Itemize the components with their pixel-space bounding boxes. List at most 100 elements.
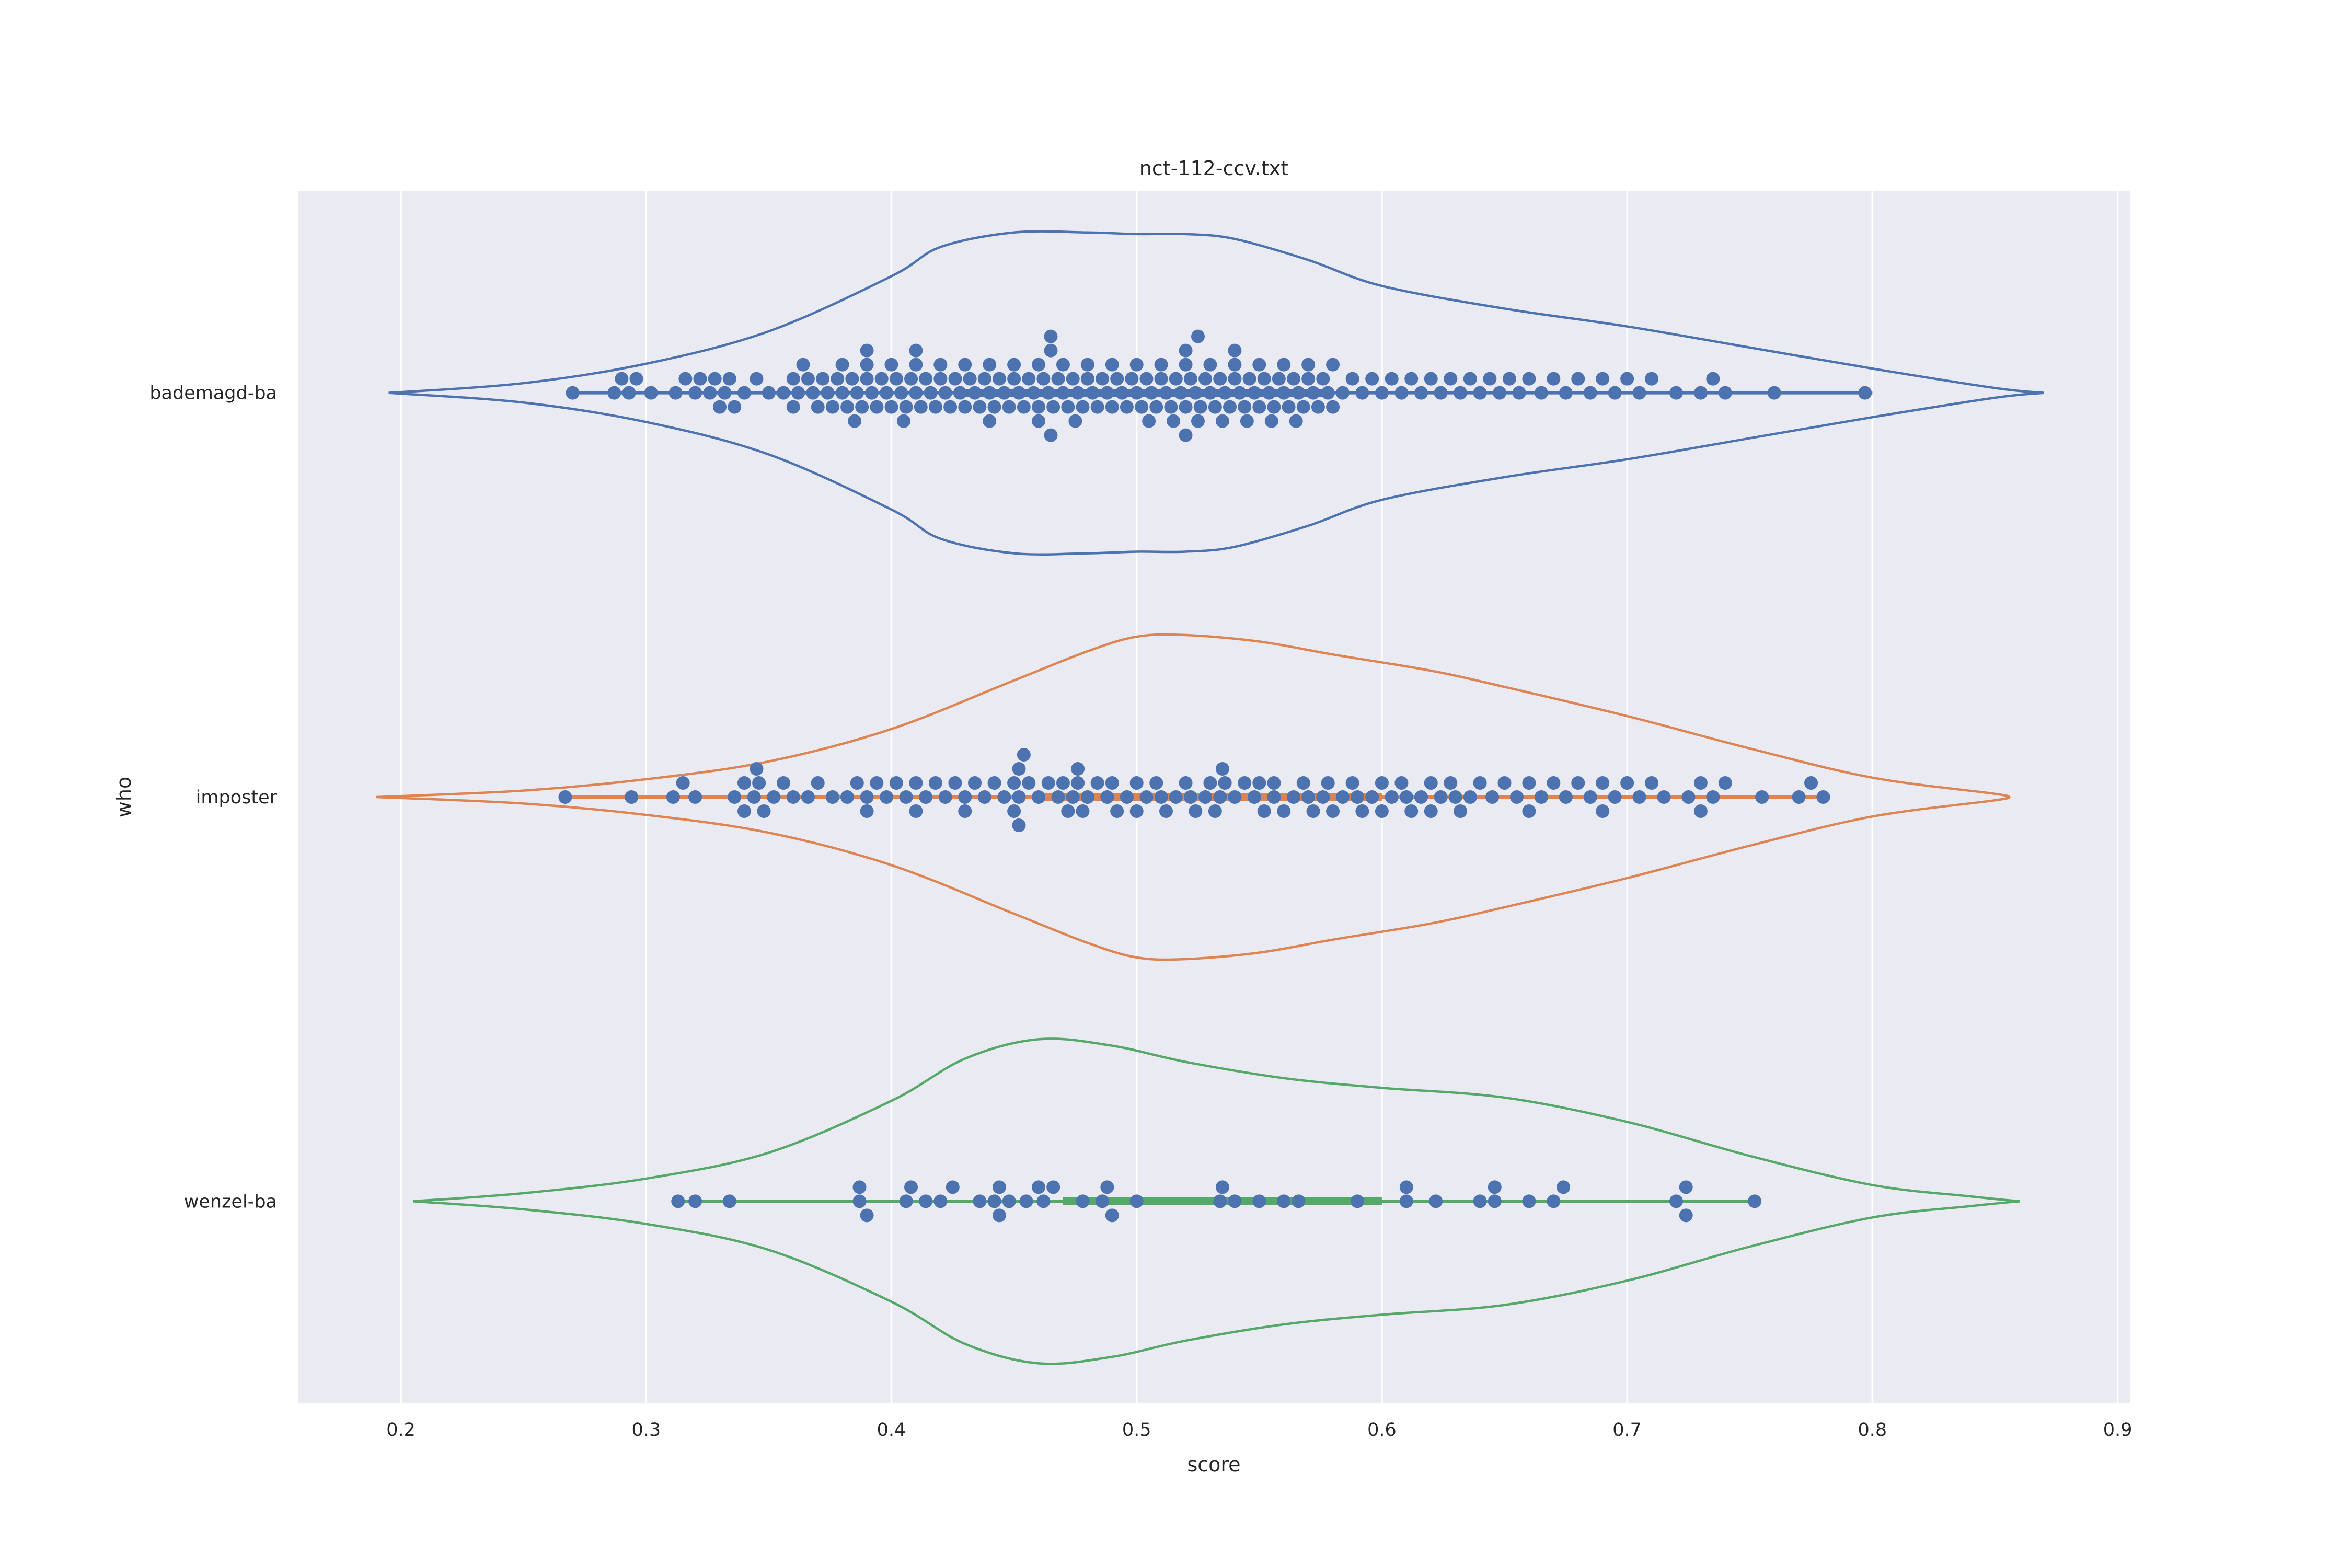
data-point (1125, 372, 1139, 386)
data-point (1385, 790, 1399, 804)
violin-wenzel-ba (413, 1037, 2020, 1365)
data-point (767, 790, 781, 804)
data-point (1164, 400, 1178, 414)
data-point (1414, 790, 1428, 804)
data-point (1056, 358, 1070, 372)
data-point (1120, 400, 1134, 414)
data-point (1022, 776, 1036, 790)
data-point (693, 372, 707, 386)
data-point (1301, 358, 1316, 372)
data-point (1424, 372, 1438, 386)
data-point (1632, 790, 1646, 804)
data-point (737, 804, 751, 818)
data-point (1321, 386, 1335, 400)
data-point (1316, 790, 1330, 804)
data-point (1135, 400, 1149, 414)
data-point (1767, 386, 1781, 400)
data-point (786, 790, 800, 804)
data-point (1159, 386, 1173, 400)
data-point (722, 372, 736, 386)
data-point (1007, 372, 1021, 386)
data-point (1139, 372, 1154, 386)
data-point (919, 790, 933, 804)
data-point (1129, 386, 1144, 400)
data-point (1017, 748, 1031, 762)
data-point (762, 386, 776, 400)
data-point (1044, 428, 1058, 442)
data-point (607, 386, 621, 400)
data-point (1583, 386, 1597, 400)
data-point (566, 386, 580, 400)
data-point (1179, 358, 1193, 372)
data-point (864, 386, 879, 400)
data-point (1286, 372, 1300, 386)
data-point (1032, 1180, 1046, 1194)
data-point (1203, 358, 1217, 372)
data-point (1179, 776, 1193, 790)
swarm-points (558, 329, 1872, 1223)
data-point (1139, 790, 1154, 804)
data-point (1755, 790, 1769, 804)
data-point (1041, 776, 1055, 790)
data-point (801, 790, 815, 804)
data-point (1463, 790, 1477, 804)
data-point (1169, 372, 1183, 386)
data-point (1272, 372, 1286, 386)
x-tick-label: 0.7 (1612, 1420, 1642, 1440)
data-point (791, 386, 805, 400)
data-point (1252, 1194, 1266, 1208)
data-point (904, 372, 918, 386)
data-point (752, 776, 766, 790)
data-point (1193, 400, 1207, 414)
data-point (1669, 1194, 1683, 1208)
data-point (1306, 386, 1320, 400)
data-point (1051, 790, 1065, 804)
data-point (997, 790, 1011, 804)
data-point (909, 358, 923, 372)
data-point (924, 386, 938, 400)
data-point (1596, 804, 1610, 818)
data-point (1404, 804, 1419, 818)
data-point (1203, 776, 1217, 790)
data-point (855, 400, 869, 414)
data-point (1215, 762, 1229, 776)
data-point (1792, 790, 1806, 804)
data-point (825, 400, 839, 414)
data-point (1522, 776, 1536, 790)
data-point (1547, 372, 1561, 386)
data-point (1264, 414, 1278, 428)
y-tick-label: imposter (196, 787, 278, 808)
data-point (1693, 386, 1708, 400)
data-point (1144, 386, 1158, 400)
data-point (1620, 776, 1634, 790)
data-point (1559, 790, 1573, 804)
data-point (1858, 386, 1872, 400)
data-point (1365, 372, 1379, 386)
data-point (1032, 414, 1046, 428)
data-point (1228, 343, 1242, 358)
y-axis-label: who (112, 777, 135, 817)
data-point (1748, 1194, 1762, 1208)
data-point (1463, 372, 1477, 386)
data-point (899, 400, 913, 414)
data-point (1669, 386, 1683, 400)
data-point (1404, 372, 1419, 386)
data-point (1080, 790, 1094, 804)
data-point (722, 1194, 736, 1208)
y-tick-label: wenzel-ba (184, 1191, 277, 1212)
data-point (1571, 776, 1585, 790)
data-point (1488, 1194, 1502, 1208)
data-point (1032, 400, 1046, 414)
data-point (1208, 400, 1222, 414)
data-point (1061, 400, 1075, 414)
data-point (1534, 790, 1548, 804)
data-point (973, 1194, 987, 1208)
data-point (1277, 358, 1291, 372)
data-point (713, 400, 727, 414)
data-point (1096, 1194, 1110, 1208)
data-point (1547, 776, 1561, 790)
violin-bademagd-ba (388, 230, 2045, 556)
data-point (1454, 804, 1468, 818)
data-point (1105, 358, 1119, 372)
data-point (1816, 790, 1830, 804)
